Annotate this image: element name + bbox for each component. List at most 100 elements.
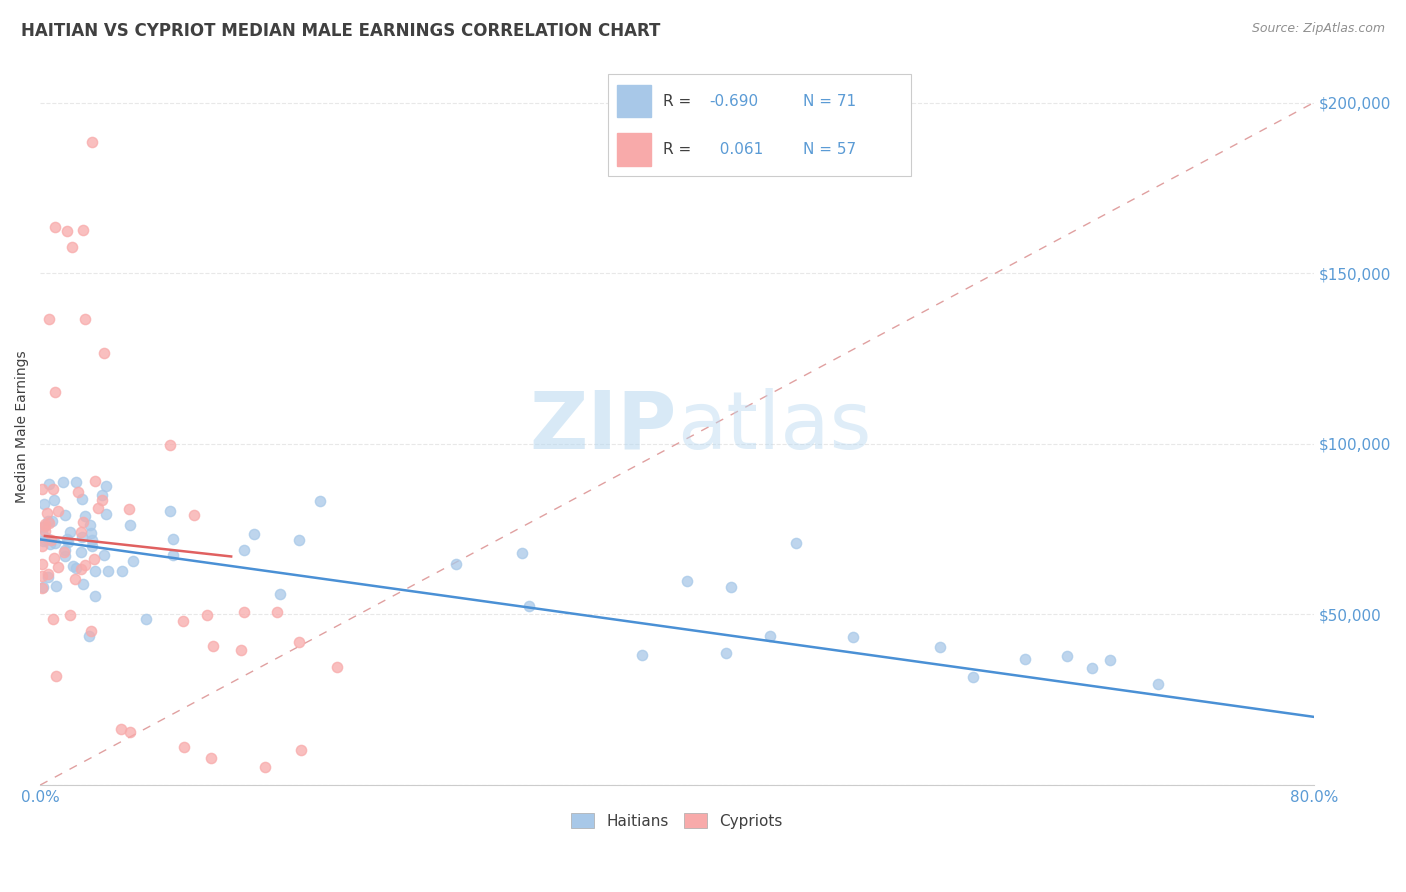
Point	[32, 581, 55, 595]
Point	[517, 599, 540, 614]
Point	[72, 515, 94, 529]
Point	[41, 514, 63, 528]
Point	[31, 557, 53, 571]
Point	[80, 525, 103, 540]
Point	[159, 504, 181, 518]
Point	[135, 612, 157, 626]
Point	[44, 385, 66, 400]
Point	[675, 574, 697, 589]
Point	[80, 539, 103, 553]
Point	[96, 479, 118, 493]
Point	[173, 739, 195, 754]
Point	[269, 587, 291, 601]
Point	[90, 492, 112, 507]
Point	[122, 554, 145, 568]
Y-axis label: Median Male Earnings: Median Male Earnings	[15, 351, 30, 503]
Point	[59, 525, 82, 540]
Point	[31, 482, 53, 496]
Point	[65, 475, 87, 489]
Point	[842, 630, 865, 644]
Text: 0.061: 0.061	[710, 142, 763, 157]
Point	[759, 629, 782, 643]
Point	[69, 562, 91, 576]
Point	[44, 219, 66, 234]
FancyBboxPatch shape	[607, 73, 911, 177]
Point	[111, 565, 134, 579]
Point	[38, 516, 60, 531]
Text: atlas: atlas	[676, 388, 872, 466]
Point	[84, 474, 107, 488]
Point	[287, 533, 309, 547]
Point	[1014, 652, 1036, 666]
Point	[195, 607, 218, 622]
Point	[53, 545, 76, 559]
Point	[37, 566, 59, 581]
Text: R =: R =	[664, 94, 696, 109]
Point	[87, 501, 110, 516]
Point	[32, 497, 55, 511]
Point	[200, 751, 222, 765]
Point	[31, 569, 53, 583]
Text: ZIP: ZIP	[530, 388, 676, 466]
Point	[159, 437, 181, 451]
Point	[82, 135, 104, 149]
Point	[290, 743, 312, 757]
Point	[65, 560, 87, 574]
Point	[42, 551, 65, 566]
Point	[309, 494, 332, 508]
Text: Source: ZipAtlas.com: Source: ZipAtlas.com	[1251, 22, 1385, 36]
Point	[39, 533, 62, 547]
Text: N = 71: N = 71	[803, 94, 856, 109]
Point	[720, 580, 742, 594]
Point	[96, 507, 118, 521]
Point	[37, 514, 59, 528]
Point	[32, 520, 55, 534]
Point	[84, 564, 107, 578]
Point	[75, 508, 97, 523]
Point	[44, 536, 66, 550]
Legend: Haitians, Cypriots: Haitians, Cypriots	[565, 806, 789, 835]
Point	[53, 549, 76, 564]
Point	[53, 543, 76, 558]
Point	[56, 534, 79, 549]
Point	[93, 548, 115, 562]
Point	[42, 612, 65, 626]
Point	[70, 545, 93, 559]
Point	[231, 643, 253, 657]
Point	[75, 312, 97, 326]
Point	[714, 646, 737, 660]
Point	[1098, 653, 1121, 667]
Point	[66, 484, 89, 499]
Text: HAITIAN VS CYPRIOT MEDIAN MALE EARNINGS CORRELATION CHART: HAITIAN VS CYPRIOT MEDIAN MALE EARNINGS …	[21, 22, 661, 40]
Point	[120, 725, 142, 739]
Point	[72, 492, 94, 507]
Point	[34, 516, 56, 531]
Point	[34, 518, 56, 533]
Point	[172, 614, 194, 628]
Point	[58, 607, 80, 622]
Point	[70, 524, 93, 539]
Point	[1080, 660, 1102, 674]
Point	[928, 640, 950, 655]
Point	[785, 536, 807, 550]
Point	[110, 722, 132, 736]
Point	[84, 589, 107, 603]
Point	[446, 557, 468, 571]
Point	[1147, 677, 1170, 691]
Point	[287, 635, 309, 649]
Point	[266, 605, 288, 619]
Point	[183, 508, 205, 523]
Point	[63, 572, 86, 586]
Point	[37, 506, 59, 520]
Point	[44, 492, 66, 507]
Point	[510, 546, 533, 560]
Bar	[617, 86, 651, 118]
Point	[72, 530, 94, 544]
Point	[62, 558, 84, 573]
Point	[32, 528, 55, 542]
Point	[118, 501, 141, 516]
Point	[34, 524, 56, 538]
Point	[31, 539, 53, 553]
Point	[38, 476, 60, 491]
Point	[162, 532, 184, 546]
